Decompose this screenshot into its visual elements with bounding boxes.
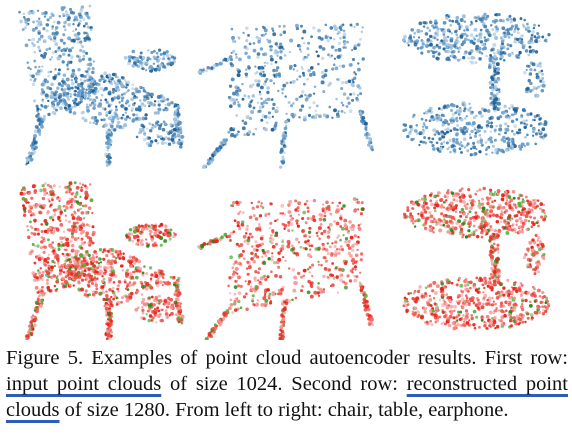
point-cloud-figure [18, 4, 551, 340]
caption-text-3: of size 1280. From left to right: chair,… [59, 399, 509, 421]
caption-text-2: of size 1024. Second row: [161, 373, 407, 395]
figure-caption: Figure 5. Examples of point cloud autoen… [6, 345, 568, 423]
reconstructed-table-point-cloud [197, 197, 375, 340]
caption-highlight-reconstructed: reconstructed point clouds [6, 373, 568, 421]
reconstructed-chair-point-cloud [19, 181, 185, 340]
input-earphone-point-cloud [401, 12, 551, 157]
caption-highlight-input: input point clouds [6, 373, 162, 395]
reconstructed-earphone-point-cloud [402, 186, 551, 331]
input-table-point-cloud [197, 22, 374, 169]
input-chair-point-cloud [18, 4, 185, 167]
row-input-point-clouds [18, 4, 551, 169]
row-reconstructed-point-clouds [19, 181, 551, 340]
caption-text-1: Figure 5. Examples of point cloud autoen… [6, 347, 568, 369]
